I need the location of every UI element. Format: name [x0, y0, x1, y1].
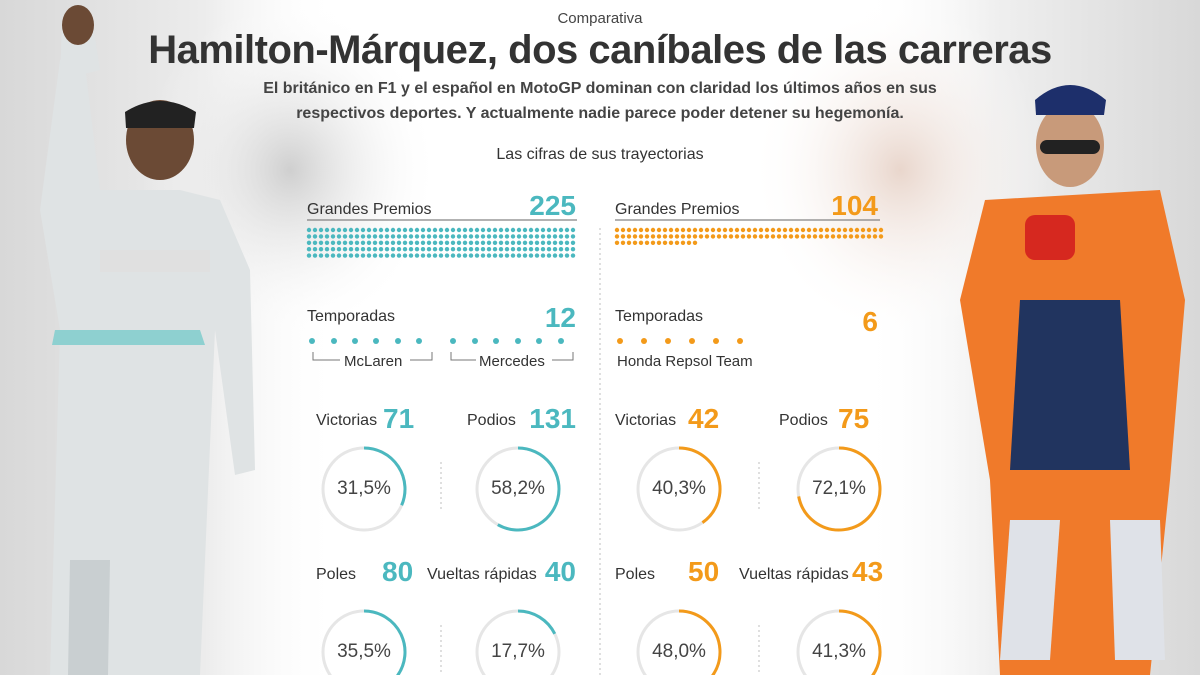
subtitle: El británico en F1 y el español en MotoG… [0, 76, 1200, 126]
marquez-poles-value: 50 [688, 556, 720, 587]
hamilton-seasons-label: Temporadas [307, 308, 396, 325]
hamilton-poles-label: Poles [316, 566, 357, 583]
hamilton-poles-value: 80 [382, 556, 414, 587]
marquez-poles-label: Poles [615, 566, 656, 583]
hamilton-figure [40, 5, 255, 675]
marquez-wins-value: 42 [688, 403, 720, 434]
marquez-team-1: Honda Repsol Team [617, 353, 753, 370]
hamilton-gp-value: 225 [529, 190, 576, 221]
marquez-gp-value: 104 [831, 190, 878, 221]
section-title: Las cifras de sus trayectorias [496, 146, 704, 163]
subtitle-line-2: respectivos deportes. Y actualmente nadi… [296, 105, 904, 122]
marquez-fastlaps-value: 43 [852, 556, 884, 587]
kicker: Comparativa [557, 10, 643, 27]
subtitle-line-1: El británico en F1 y el español en MotoG… [263, 80, 937, 97]
hamilton-podiums-value: 131 [529, 403, 576, 434]
marquez-fastlaps-percent: 41,3% [812, 641, 866, 662]
marquez-fastlaps-label: Vueltas rápidas [739, 566, 849, 583]
hamilton-poles-percent: 35,5% [337, 641, 391, 662]
hamilton-team-2: Mercedes [479, 353, 545, 370]
hamilton-wins-percent: 31,5% [337, 478, 391, 499]
hamilton-team-1: McLaren [344, 353, 403, 370]
hamilton-podiums-percent: 58,2% [491, 478, 545, 499]
hamilton-fastlaps-label: Vueltas rápidas [427, 566, 537, 583]
marquez-figure [960, 85, 1185, 675]
page-title: Hamilton-Márquez, dos caníbales de las c… [148, 28, 1052, 72]
marquez-gp-label: Grandes Premios [615, 201, 740, 218]
hamilton-fastlaps-percent: 17,7% [491, 641, 545, 662]
marquez-wins-percent: 40,3% [652, 478, 706, 499]
hamilton-wins-value: 71 [383, 403, 415, 434]
marquez-wins-label: Victorias [615, 412, 677, 429]
hamilton-podiums-label: Podios [467, 412, 516, 429]
marquez-poles-percent: 48,0% [652, 641, 706, 662]
hamilton-fastlaps-value: 40 [544, 556, 576, 587]
hamilton-gp-label: Grandes Premios [307, 201, 432, 218]
marquez-podiums-label: Podios [779, 412, 828, 429]
marquez-podiums-value: 75 [838, 403, 870, 434]
hamilton-wins-label: Victorias [316, 412, 378, 429]
marquez-seasons-label: Temporadas [615, 308, 704, 325]
hamilton-seasons-value: 12 [544, 302, 576, 333]
marquez-seasons-value: 6 [862, 306, 878, 337]
marquez-podiums-percent: 72,1% [812, 478, 866, 499]
